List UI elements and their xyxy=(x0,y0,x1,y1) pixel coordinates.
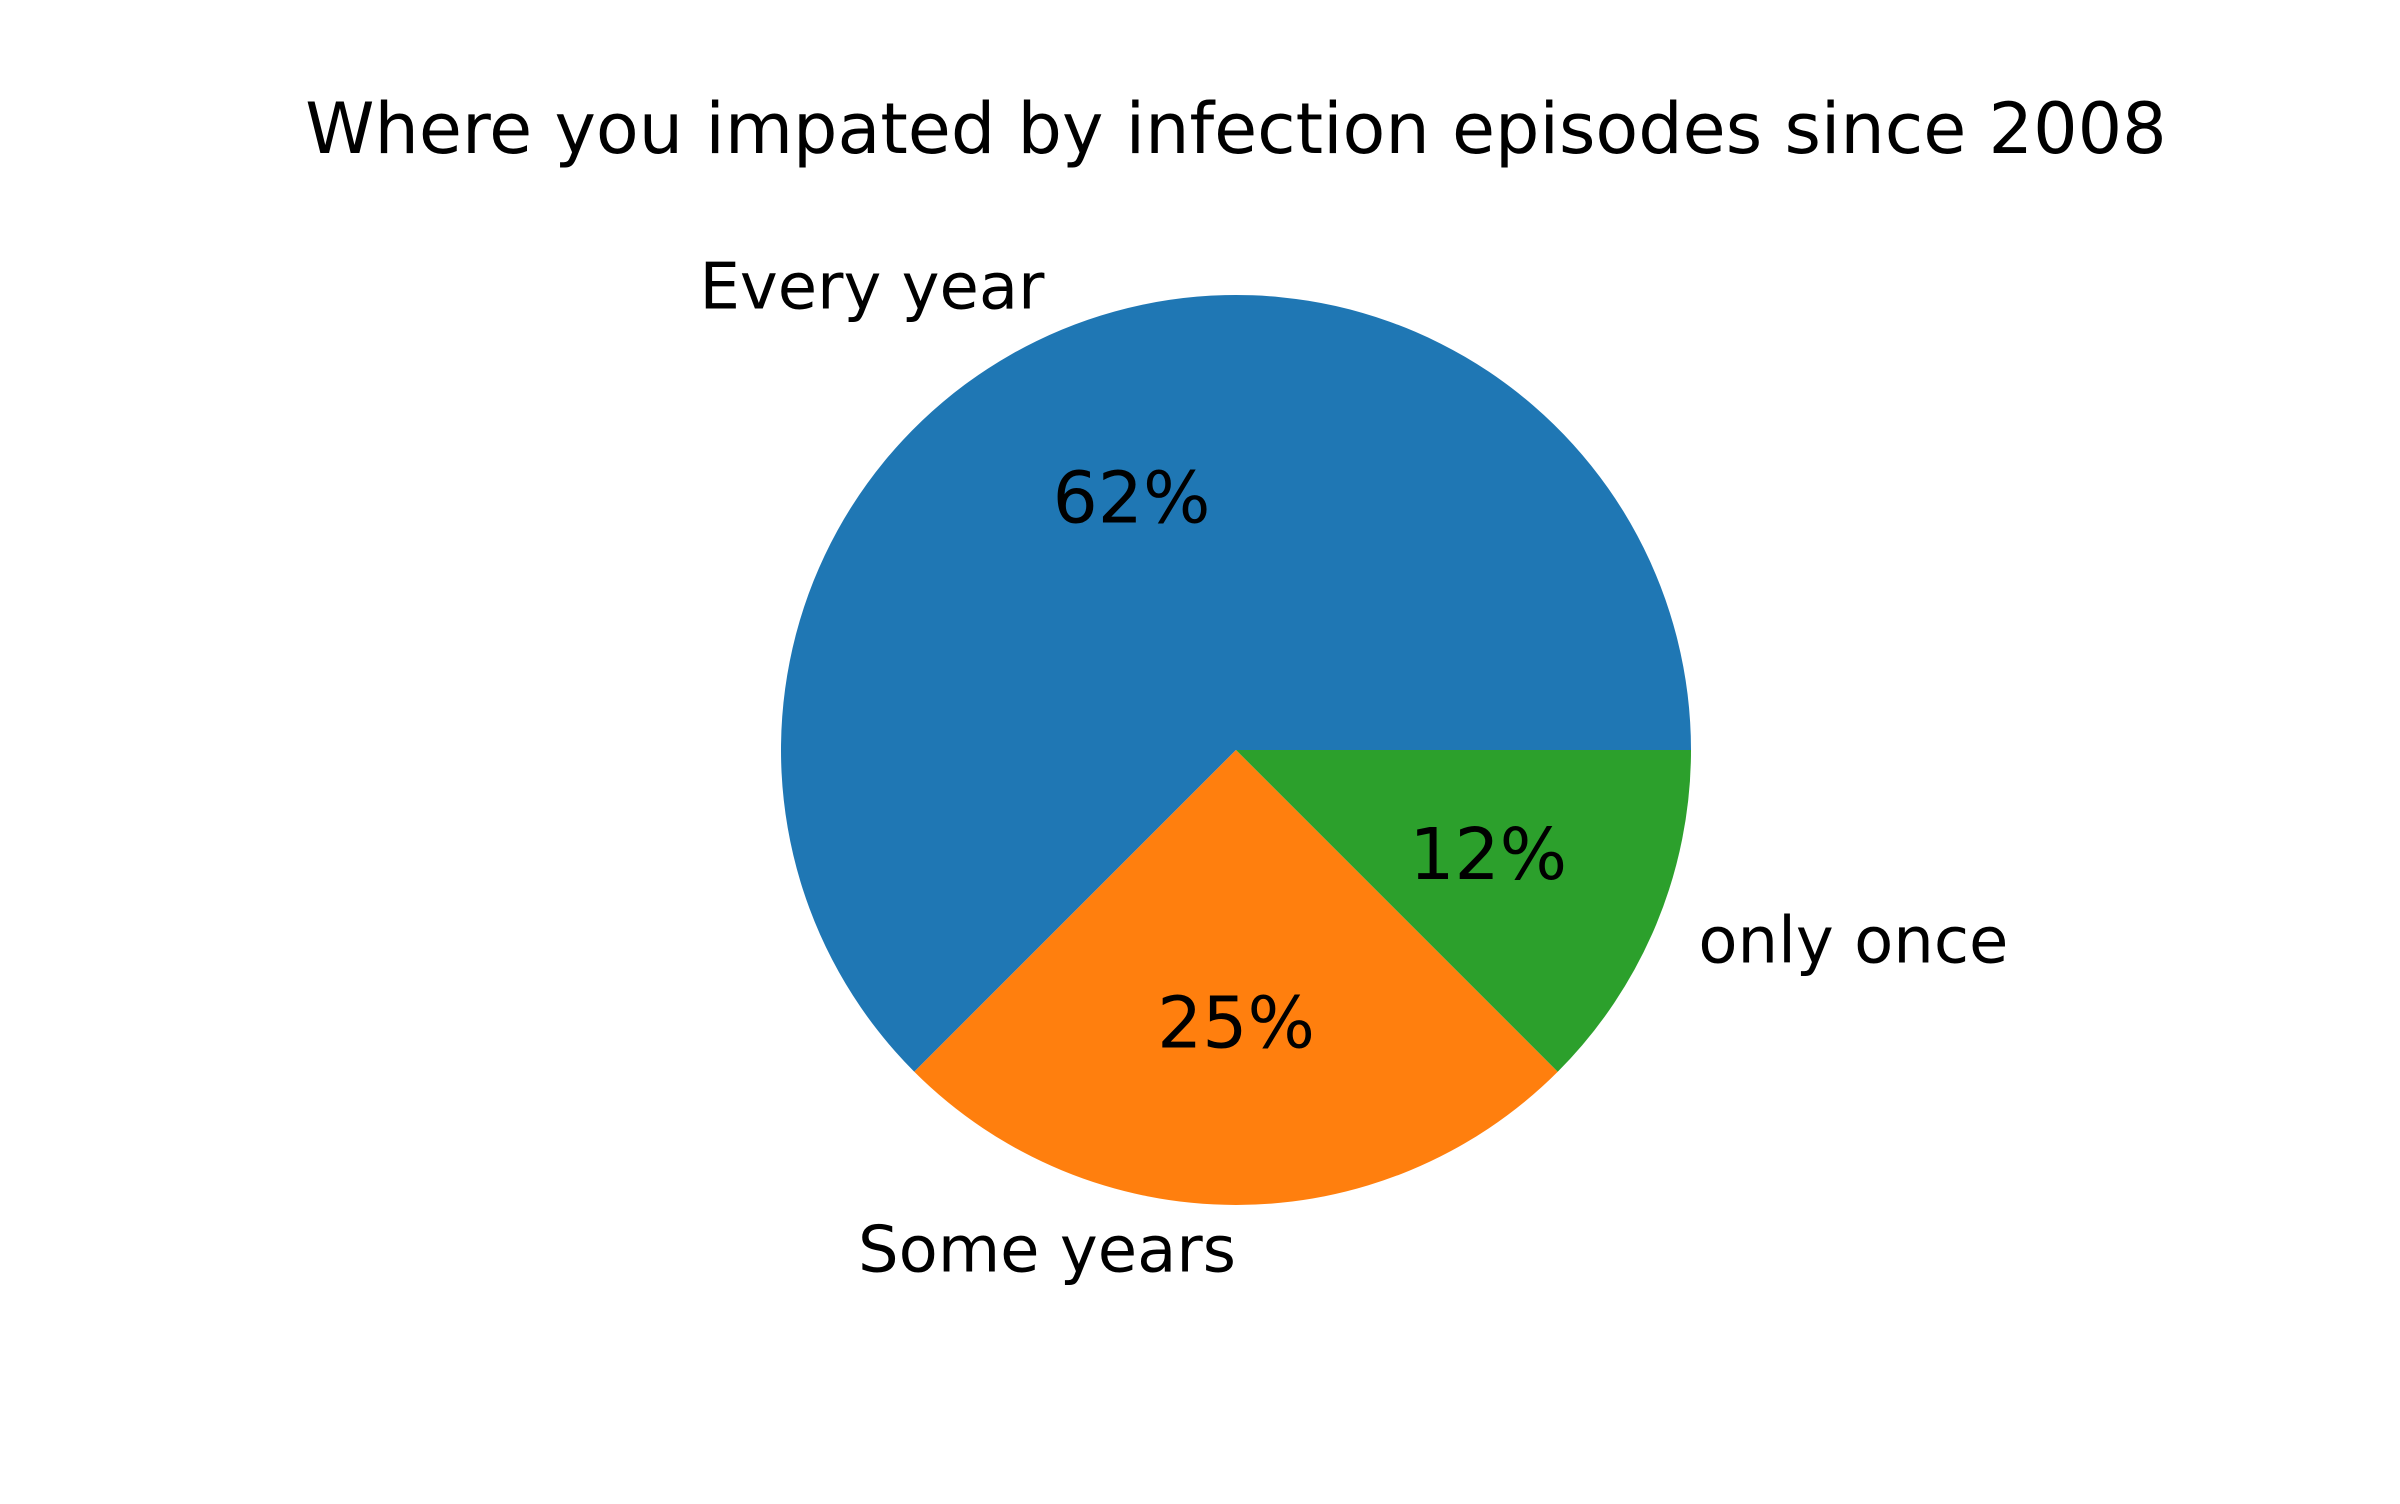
chart-title: Where you impated by infection episodes … xyxy=(305,88,2166,170)
category-label-some-years: Some years xyxy=(858,1214,1236,1288)
category-label-every-year: Every year xyxy=(699,251,1045,325)
pct-label-every-year: 62% xyxy=(1053,456,1211,539)
slice-every-year xyxy=(780,295,1691,1072)
category-label-only-once: only once xyxy=(1698,905,2008,979)
pct-label-only-once: 12% xyxy=(1409,813,1567,896)
pct-label-some-years: 25% xyxy=(1157,982,1315,1065)
slice-only-once xyxy=(1236,750,1691,1072)
pie-labels: 62% Every year 25% Some years 12% only once xyxy=(699,251,2008,1288)
slice-some-years xyxy=(914,750,1558,1206)
pie-slices xyxy=(780,295,1691,1206)
